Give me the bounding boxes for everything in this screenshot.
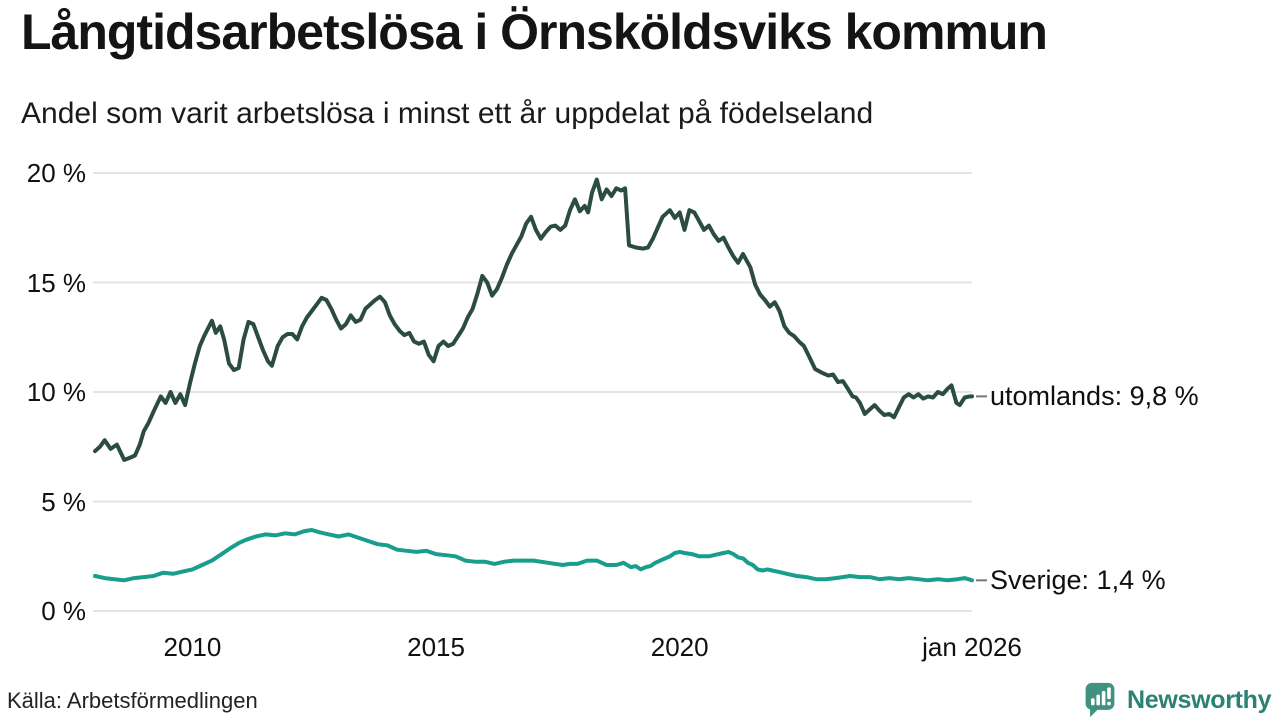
newsworthy-wordmark: Newsworthy (1127, 685, 1272, 714)
x-tick-label: 2015 (407, 632, 465, 662)
y-tick-label: 15 % (26, 267, 86, 298)
source-note: Källa: Arbetsförmedlingen (7, 688, 258, 713)
y-tick-label: 5 % (41, 486, 86, 517)
newsworthy-bubble-chart-icon (1085, 682, 1115, 718)
y-tick-label: 20 % (26, 158, 86, 188)
series-end-label-Sverige: Sverige: 1,4 % (990, 565, 1166, 596)
y-tick-label: 10 % (26, 377, 86, 407)
series-line-utomlands (93, 177, 974, 462)
chart-subtitle: Andel som varit arbetslösa i minst ett å… (21, 97, 874, 130)
newsworthy-logo[interactable]: Newsworthy (1082, 682, 1272, 718)
chart-title: Långtidsarbetslösa i Örnsköldsviks kommu… (21, 4, 1048, 60)
x-tick-label: jan 2026 (922, 632, 1022, 662)
x-tick-label: 2010 (163, 632, 222, 662)
x-tick-label: 2020 (650, 632, 709, 662)
series-end-label-utomlands: utomlands: 9,8 % (990, 381, 1199, 412)
y-tick-label: 0 % (41, 596, 86, 626)
series-line-Sverige (93, 528, 974, 583)
